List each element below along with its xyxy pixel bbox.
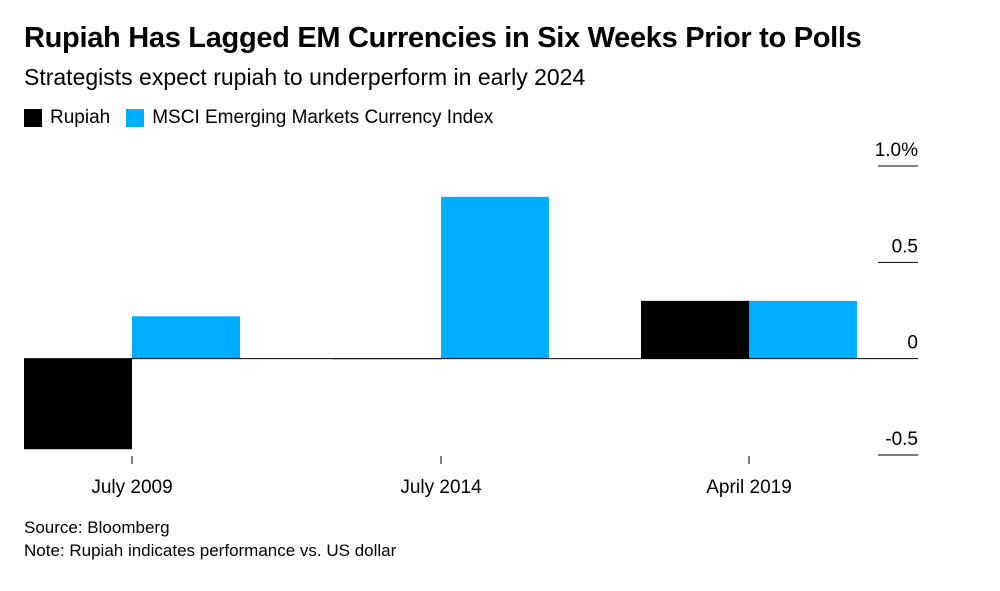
x-tick-label-april-2019: April 2019	[706, 477, 792, 498]
y-tick-label: 0	[907, 333, 918, 354]
legend-item-msci: MSCI Emerging Markets Currency Index	[126, 107, 493, 129]
bar-msci-july-2014	[441, 196, 549, 359]
y-tick-label: 0.5	[892, 236, 918, 257]
bar-msci-july-2009	[132, 316, 240, 359]
source-note: Source: Bloomberg	[24, 518, 170, 537]
y-tick-label: -0.5	[885, 429, 918, 450]
legend-swatch-rupiah	[24, 109, 42, 127]
legend-item-rupiah: Rupiah	[24, 107, 110, 129]
legend: Rupiah MSCI Emerging Markets Currency In…	[24, 107, 509, 129]
bar-rupiah-july-2009	[24, 358, 132, 450]
bar-msci-april-2019	[749, 300, 857, 359]
chart-subtitle: Strategists expect rupiah to underperfor…	[24, 64, 586, 90]
legend-swatch-msci	[126, 109, 145, 127]
legend-label-rupiah: Rupiah	[50, 107, 111, 128]
chart-title: Rupiah Has Lagged EM Currencies in Six W…	[24, 22, 862, 54]
y-tick-label: 1.0%	[875, 140, 918, 161]
legend-label-msci: MSCI Emerging Markets Currency Index	[152, 107, 494, 128]
bar-rupiah-april-2019	[641, 300, 749, 359]
footnote: Note: Rupiah indicates performance vs. U…	[24, 541, 397, 560]
x-tick-label-july-2014: July 2014	[400, 477, 482, 498]
x-tick-label-july-2009: July 2009	[91, 477, 172, 498]
